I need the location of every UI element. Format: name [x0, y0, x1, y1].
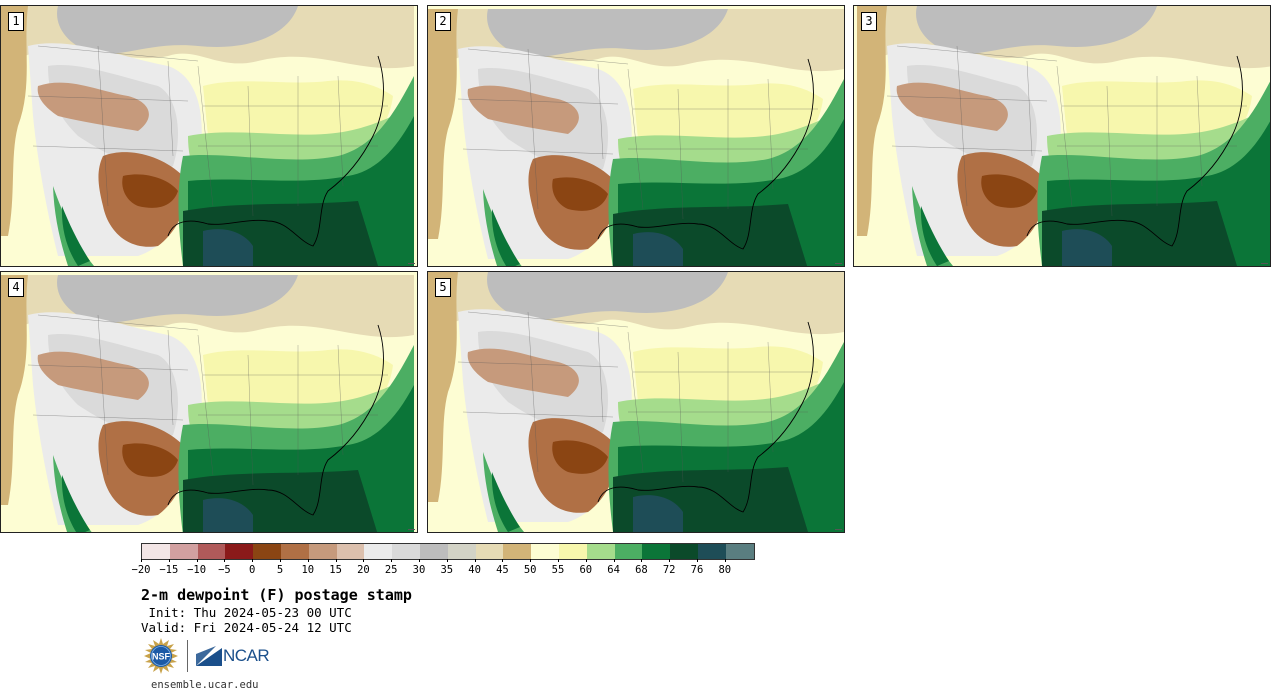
colorbar-tick-label: 60	[579, 564, 593, 576]
colorbar-tick-label: 45	[496, 564, 509, 576]
colorbar-tick-label: 80	[718, 564, 732, 576]
footer-url: ensemble.ucar.edu	[151, 679, 259, 691]
colorbar-swatch	[308, 544, 337, 559]
colorbar-swatch	[558, 544, 587, 559]
colorbar-tick-mark	[641, 559, 643, 562]
colorbar-tick-label: −20	[131, 564, 151, 576]
colorbar-tick-label: 15	[329, 564, 342, 576]
page-title: 2-m dewpoint (F) postage stamp	[141, 586, 412, 604]
dewpoint-map-icon	[428, 272, 844, 532]
init-time: Init: Thu 2024-05-23 00 UTC	[141, 605, 352, 620]
colorbar-tick-mark	[280, 559, 281, 562]
map-panel-1: 1	[0, 5, 418, 267]
colorbar-tick-mark	[141, 559, 142, 562]
colorbar-swatch	[642, 544, 671, 559]
colorbar-tick-label: 35	[440, 564, 454, 576]
colorbar-swatch	[670, 544, 698, 559]
colorbar-tick-label: −15	[159, 564, 179, 576]
colorbar-tick-mark	[697, 559, 698, 562]
colorbar-swatch	[725, 544, 754, 559]
colorbar-tick-mark	[558, 559, 559, 562]
dewpoint-map-icon	[1, 275, 414, 532]
panel-corner-mark	[1261, 263, 1268, 264]
colorbar-tick-label: 20	[357, 564, 370, 576]
panel-number: 3	[861, 12, 877, 31]
colorbar-tick-label: 76	[690, 564, 704, 576]
colorbar-tick-label: 72	[662, 564, 676, 576]
panel-number: 4	[8, 278, 24, 297]
colorbar-tick-label: 30	[412, 564, 426, 576]
colorbar-swatch	[253, 544, 281, 559]
colorbar-tick-mark	[669, 559, 671, 562]
colorbar-swatch	[447, 544, 476, 559]
ncar-logo: NCAR	[196, 646, 270, 666]
map-panel-2: 2	[427, 5, 845, 267]
panel-number: 5	[435, 278, 451, 297]
logo-divider	[187, 640, 188, 672]
panel-corner-mark	[408, 263, 415, 264]
colorbar-tick-label: 10	[301, 564, 315, 576]
colorbar-tick-mark	[502, 559, 504, 562]
map-panel-5: 5	[427, 271, 845, 533]
colorbar-tick-mark	[585, 559, 587, 562]
colorbar-tick-mark	[419, 559, 420, 562]
svg-text:NSF: NSF	[152, 652, 171, 662]
dewpoint-map-icon	[428, 9, 844, 266]
nsf-logo-icon: NSF	[144, 638, 178, 674]
map-panel-3: 3	[853, 5, 1271, 267]
colorbar-tick-mark	[168, 559, 170, 562]
colorbar-tick-mark	[335, 559, 337, 562]
colorbar-tick-mark	[224, 559, 226, 562]
colorbar-tick-label: −10	[187, 564, 207, 576]
colorbar-swatch	[197, 544, 226, 559]
colorbar-tick-mark	[252, 559, 254, 562]
panel-corner-mark	[408, 529, 415, 530]
colorbar-swatch	[280, 544, 309, 559]
colorbar-swatch	[392, 544, 420, 559]
colorbar-swatch	[475, 544, 504, 559]
colorbar-swatch	[531, 544, 559, 559]
dewpoint-map-icon	[1, 6, 414, 266]
ncar-swoosh-icon	[196, 646, 222, 666]
colorbar-swatch	[586, 544, 615, 559]
ncar-wordmark: NCAR	[223, 646, 270, 665]
colorbar-swatch	[614, 544, 643, 559]
colorbar-tick-label: 68	[635, 564, 648, 576]
colorbar-swatch	[142, 544, 170, 559]
colorbar-swatch	[336, 544, 365, 559]
colorbar-tick-mark	[446, 559, 448, 562]
colorbar-tick-mark	[391, 559, 393, 562]
colorbar-swatch	[503, 544, 532, 559]
dewpoint-map-icon	[857, 6, 1270, 266]
colorbar-tick-mark	[530, 559, 532, 562]
colorbar	[141, 543, 755, 560]
colorbar-tick-mark	[196, 559, 198, 562]
panel-number: 2	[435, 12, 451, 31]
colorbar-tick-label: 40	[468, 564, 481, 576]
panel-corner-mark	[835, 529, 842, 530]
panel-number: 1	[8, 12, 24, 31]
colorbar-tick-label: 55	[551, 564, 565, 576]
colorbar-tick-label: 64	[607, 564, 620, 576]
colorbar-swatch	[225, 544, 254, 559]
colorbar-tick-label: 0	[249, 564, 256, 576]
colorbar-tick-mark	[307, 559, 309, 562]
valid-time: Valid: Fri 2024-05-24 12 UTC	[141, 620, 352, 635]
colorbar-swatch	[697, 544, 726, 559]
colorbar-swatch	[419, 544, 448, 559]
colorbar-tick-label: 25	[384, 564, 398, 576]
colorbar-tick-mark	[724, 559, 726, 562]
colorbar-tick-label: 50	[523, 564, 537, 576]
colorbar-tick-label: 5	[276, 564, 284, 576]
colorbar-swatch	[169, 544, 198, 559]
map-panel-4: 4	[0, 271, 418, 533]
colorbar-tick-label: −5	[218, 564, 231, 576]
colorbar-tick-mark	[363, 559, 365, 562]
sponsor-logos: NSF NCAR	[143, 638, 270, 674]
colorbar-swatch	[364, 544, 393, 559]
colorbar-tick-mark	[474, 559, 476, 562]
panel-corner-mark	[835, 263, 842, 264]
colorbar-tick-mark	[613, 559, 615, 562]
